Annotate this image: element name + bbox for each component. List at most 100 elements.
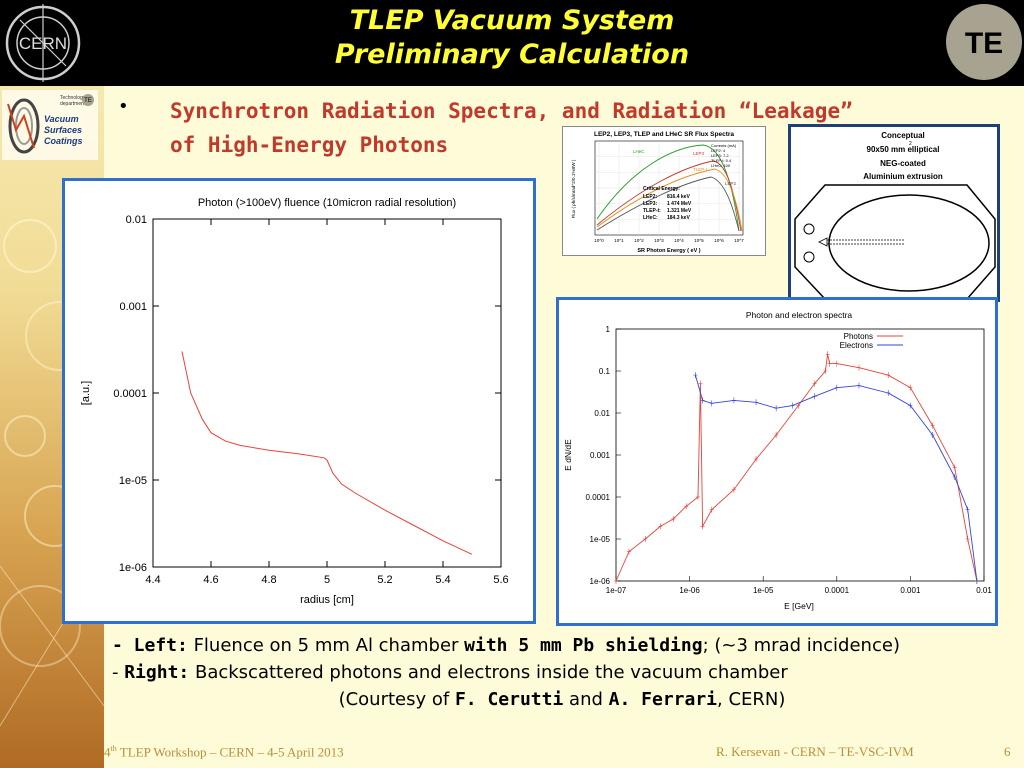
- page-number: 6: [1004, 744, 1011, 759]
- heading-line-2: of High-Energy Photons: [170, 133, 449, 157]
- y-tick-label: 0.01: [126, 214, 147, 226]
- svg-text:Currents (mA): Currents (mA): [711, 143, 737, 148]
- spectra-y-tick-label: 1e-05: [590, 535, 611, 544]
- x-tick-label: 4.8: [261, 574, 276, 586]
- flux-x-tick-label: 10^4: [674, 238, 684, 243]
- x-tick-label: 4.6: [203, 574, 218, 586]
- y-tick-label: 0.001: [119, 301, 147, 313]
- spectra-y-tick-label: 0.0001: [586, 493, 611, 502]
- svg-text:Electrons: Electrons: [840, 341, 873, 350]
- spectra-y-tick-label: 0.1: [599, 367, 611, 376]
- spectra-y-axis-label: E dN/dE: [563, 439, 573, 471]
- y-tick-label: 1e-05: [119, 475, 147, 487]
- spectra-legend: Photons Electrons: [840, 332, 903, 350]
- flux-x-tick-label: 10^3: [654, 238, 664, 243]
- spectra-chart-panel: Photon and electron spectra 1 0.1 0.01 0.00…: [556, 297, 998, 626]
- cern-logo: CERN: [5, 4, 81, 82]
- spectra-chart: Photon and electron spectra 1 0.1 0.01 0.00…: [563, 310, 992, 611]
- title-line-1: TLEP Vacuum System: [349, 5, 675, 36]
- svg-text:LHeC:: LHeC:: [643, 215, 658, 221]
- svg-text:Technology: Technology: [60, 95, 86, 101]
- svg-text:LEP3:: LEP3:: [643, 201, 658, 207]
- svg-text:Aluminium extrusion: Aluminium extrusion: [863, 172, 943, 181]
- flux-curve-tlep: [596, 168, 743, 232]
- chart-title: Photon (>100eV) fluence (10micron radial…: [198, 197, 456, 209]
- svg-text:184.3 keV: 184.3 keV: [667, 215, 690, 221]
- flux-x-tick-label: 10^2: [634, 238, 644, 243]
- svg-text:2: 2: [909, 141, 912, 147]
- svg-text:NEG-coated: NEG-coated: [880, 159, 926, 168]
- title-line-2: Preliminary Calculation: [334, 39, 690, 70]
- spectra-x-axis-label: E [GeV]: [784, 601, 814, 611]
- flux-x-tick-label: 10^5: [694, 238, 704, 243]
- spectra-plot-frame: [615, 328, 985, 582]
- svg-text:TLEP-t:: TLEP-t:: [643, 208, 661, 214]
- chamber-diagram: Conceptual 2 90x50 mm elliptical NEG-coa…: [794, 131, 996, 300]
- flux-currents-box: Currents (mA) LEP2: 4 LEP3: 7.2 TLEP-t: …: [711, 143, 737, 168]
- x-tick-label: 5.4: [435, 574, 450, 586]
- cooling-channel-top: [803, 223, 815, 235]
- spectra-x-tick-label: 1e-06: [679, 586, 700, 595]
- svg-text:816.4 keV: 816.4 keV: [667, 194, 690, 200]
- flux-y-axis-label: Flux ( ph/s/mrad^2/0.1%BW ): [571, 159, 576, 218]
- vsc-logo: Technology department TE Vacuum Surfaces…: [2, 90, 98, 160]
- svg-text:TLEP-t: 5.4: TLEP-t: 5.4: [711, 158, 732, 163]
- svg-text:LEP3: LEP3: [693, 151, 705, 156]
- caption-line-right: - Right: Backscattered photons and elect…: [112, 662, 788, 683]
- photons-series-line: [615, 354, 978, 582]
- title-bar: CERN TLEP Vacuum System Preliminary Calc…: [0, 0, 1024, 86]
- electrons-series-line: [694, 374, 978, 582]
- y-tick-label: 1e-06: [119, 562, 147, 574]
- svg-text:LEP2:: LEP2:: [643, 194, 658, 200]
- caption: - Left: Fluence on 5 mm Al chamber with …: [112, 632, 1012, 713]
- x-tick-label: 5.2: [377, 574, 392, 586]
- flux-x-tick-label: 10^6: [714, 238, 724, 243]
- svg-text:LHeC: 100: LHeC: 100: [711, 163, 731, 168]
- x-axis-label: radius [cm]: [300, 594, 354, 606]
- flux-x-tick-label: 10^1: [614, 238, 624, 243]
- fluence-series-line: [181, 351, 473, 555]
- spectra-y-tick-label: 0.001: [590, 451, 611, 460]
- svg-text:LHeC: LHeC: [633, 149, 645, 154]
- spectra-x-tick-label: 1e-07: [606, 586, 627, 595]
- fluence-chart: Photon (>100eV) fluence (10micron radial…: [80, 197, 509, 606]
- spectra-chart-title: Photon and electron spectra: [746, 310, 853, 320]
- y-axis-label: [a.u.]: [80, 381, 92, 405]
- svg-text:LEP2: 4: LEP2: 4: [711, 148, 726, 153]
- footer-author: R. Kersevan - CERN – TE-VSC-IVM: [716, 744, 914, 759]
- spectra-y-tick-label: 1e-06: [590, 577, 611, 586]
- flux-x-tick-label: 10^0: [594, 238, 604, 243]
- x-tick-label: 4.4: [145, 574, 160, 586]
- cern-logo-text: CERN: [19, 34, 67, 53]
- svg-text:1.321 MeV: 1.321 MeV: [667, 208, 692, 214]
- slide-title: TLEP Vacuum System Preliminary Calculati…: [200, 4, 824, 72]
- svg-text:LEP3: 7.2: LEP3: 7.2: [711, 153, 729, 158]
- footer-event: 4th TLEP Workshop – CERN – 4-5 April 201…: [104, 744, 344, 760]
- conceptual-chamber-panel: Conceptual 2 90x50 mm elliptical NEG-coa…: [788, 124, 1000, 302]
- spectra-y-tick-label: 1: [606, 325, 611, 334]
- svg-text:1 474 MeV: 1 474 MeV: [667, 201, 692, 207]
- flux-x-tick-label: 10^7: [734, 238, 744, 243]
- te-logo-text: TE: [965, 27, 1003, 60]
- flux-spectra-panel: LEP2, LEP3, TLEP and LHeC SR Flux Spectr…: [562, 126, 766, 256]
- svg-text:Critical Energy:: Critical Energy:: [643, 186, 680, 192]
- x-tick-label: 5.6: [493, 574, 508, 586]
- svg-text:Photons: Photons: [844, 332, 873, 341]
- svg-text:Coatings: Coatings: [44, 136, 83, 146]
- svg-text:department: department: [60, 101, 86, 107]
- y-tick-label: 0.0001: [113, 388, 147, 400]
- cooling-channel-bottom: [803, 251, 815, 263]
- svg-text:90x50 mm elliptical: 90x50 mm elliptical: [867, 145, 940, 154]
- x-tick-label: 5: [324, 574, 330, 586]
- flux-spectra-chart: LEP2, LEP3, TLEP and LHeC SR Flux Spectr…: [571, 131, 744, 254]
- flux-chart-title: LEP2, LEP3, TLEP and LHeC SR Flux Spectr…: [594, 131, 734, 138]
- svg-text:TLEP-t: TLEP-t: [693, 167, 708, 172]
- flux-critical-energy-box: Critical Energy: LEP2: 816.4 keV LEP3: 1…: [643, 186, 692, 221]
- section-heading: Synchrotron Radiation Spectra, and Radia…: [170, 94, 970, 162]
- svg-text:Vacuum: Vacuum: [44, 114, 79, 124]
- bullet: •: [118, 96, 129, 117]
- chamber-extrusion-outline: [794, 184, 996, 300]
- flux-x-axis-label: SR Photon Energy ( eV ): [637, 248, 700, 254]
- fluence-chart-panel: Photon (>100eV) fluence (10micron radial…: [62, 178, 536, 624]
- spectra-x-tick-label: 0.001: [900, 586, 921, 595]
